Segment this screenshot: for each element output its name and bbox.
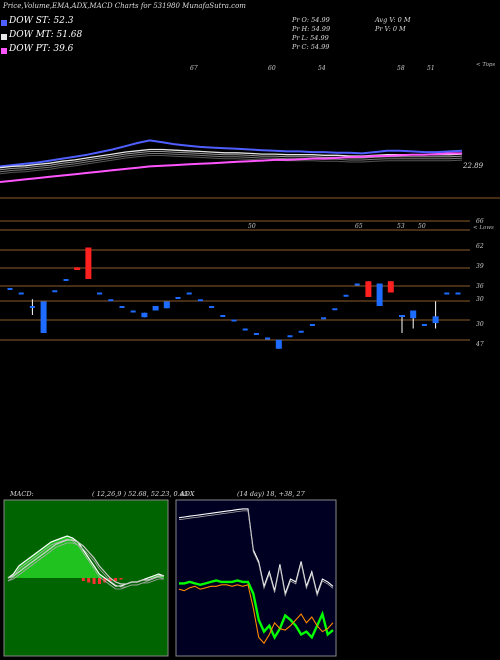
peak-label-0: 50: [248, 223, 256, 230]
legend-dow-pt: DOW PT: 39.6: [9, 44, 74, 54]
candle-body: [130, 310, 136, 313]
top-label-0: 67: [190, 65, 198, 72]
candle-body: [376, 283, 383, 306]
ema-ribbon-line-2: [0, 155, 463, 175]
macd-hist-bar: [108, 578, 112, 581]
macd-hist-bar: [103, 578, 107, 583]
macd-hist-bar: [119, 578, 123, 580]
candle-body: [119, 306, 125, 308]
candle-body: [444, 292, 450, 295]
legend-swatch-st: [1, 20, 7, 26]
adx-panel-bg: [175, 499, 337, 657]
legend-swatch-pt: [1, 48, 7, 54]
candle-body: [231, 319, 237, 322]
info-low: Pr L: 54.99: [292, 34, 329, 42]
peak-label-1: 65: [355, 223, 363, 230]
legend-dow-st: DOW ST: 52.3: [9, 16, 74, 26]
candle-body: [399, 315, 405, 317]
adx-shadow-line: [178, 510, 334, 598]
level-label-1: 62: [476, 243, 484, 250]
candle-body: [85, 247, 92, 279]
macd-hist-bar: [97, 578, 101, 584]
candle-body: [18, 292, 24, 295]
info-avg-volume: Avg V: 0 M: [375, 16, 411, 24]
candle-body: [421, 324, 427, 326]
macd-line-1: [7, 539, 164, 585]
adx-line-2: [178, 584, 334, 645]
candle-body: [343, 294, 349, 297]
candle-body: [197, 299, 203, 302]
level-label-0: 66: [476, 218, 484, 225]
candle-body: [309, 324, 315, 326]
ema-line-2: [0, 152, 462, 183]
candle-body: [455, 292, 461, 295]
tops-label: < Tops: [476, 62, 496, 68]
candle-body: [63, 279, 69, 281]
adx-title: ADX: [180, 490, 195, 498]
top-label-3: 58: [397, 65, 405, 72]
legend-swatch-mt: [1, 34, 7, 40]
level-label-6: 47: [475, 341, 484, 348]
candle-body: [220, 315, 226, 317]
macd-shadow-line-1: [7, 542, 164, 588]
legend-dow-mt: DOW MT: 51.68: [9, 30, 83, 40]
ema-ribbon-line-1: [0, 153, 463, 173]
candle-body: [354, 283, 360, 286]
candle-body: [387, 281, 394, 293]
macd-params: ( 12,26,9 ) 52.68, 52.23, 0.45: [92, 490, 189, 498]
candle-body: [242, 328, 248, 331]
macd-hist-bar: [87, 578, 91, 583]
candle-body: [332, 308, 338, 311]
candle-body: [253, 333, 259, 335]
top-label-2: 54: [318, 65, 326, 72]
candle-body: [40, 301, 47, 333]
candle-body: [209, 306, 215, 308]
info-close: Pr C: 54.99: [292, 43, 330, 51]
last-ema-label: 22.89: [463, 162, 484, 170]
lows-label: < Lows: [473, 225, 494, 231]
level-label-4: 30: [476, 296, 484, 303]
candle-body: [52, 290, 58, 293]
level-label-2: 39: [476, 263, 484, 270]
candle-body: [97, 292, 103, 295]
candle-body: [74, 267, 81, 270]
info-open: Pr O: 54.99: [292, 16, 330, 24]
candle-body: [365, 281, 372, 297]
candle-body: [175, 297, 181, 299]
candle-body: [298, 330, 304, 333]
peak-label-3: 50: [418, 223, 426, 230]
candle-body: [141, 312, 148, 318]
candle-body: [265, 337, 271, 340]
ema-line-0: [0, 139, 463, 168]
info-high: Pr H: 54.99: [292, 25, 331, 33]
candle-body: [287, 335, 293, 338]
candle-body: [163, 301, 170, 309]
macd-title: MACD:: [10, 490, 34, 498]
adx-line-0: [178, 508, 334, 596]
adx-line-1: [179, 579, 334, 640]
candle-body: [108, 299, 114, 302]
candle-body: [275, 339, 282, 349]
candle-body: [410, 310, 417, 319]
top-label-4: 51: [427, 65, 435, 72]
ema-line-1: [0, 148, 463, 169]
peak-label-2: 53: [397, 223, 405, 230]
level-label-5: 30: [476, 321, 484, 328]
candle-body: [152, 306, 159, 311]
macd-hist-bar: [81, 578, 85, 581]
candle-body: [7, 288, 13, 290]
candle-body: [186, 292, 192, 295]
macd-hist-bar: [92, 578, 96, 584]
macd-hist-bar: [114, 578, 118, 581]
top-label-1: 60: [268, 65, 276, 72]
chart-title: Price,Volume,EMA,ADX,MACD Charts for 531…: [3, 2, 246, 10]
candle-body: [321, 317, 327, 320]
info-volume: Pr V: 0 M: [375, 25, 406, 33]
candle-body: [432, 316, 439, 324]
level-label-3: 36: [476, 283, 484, 290]
candle-body: [29, 306, 35, 308]
adx-params: (14 day) 18, +38, 27: [237, 490, 305, 498]
